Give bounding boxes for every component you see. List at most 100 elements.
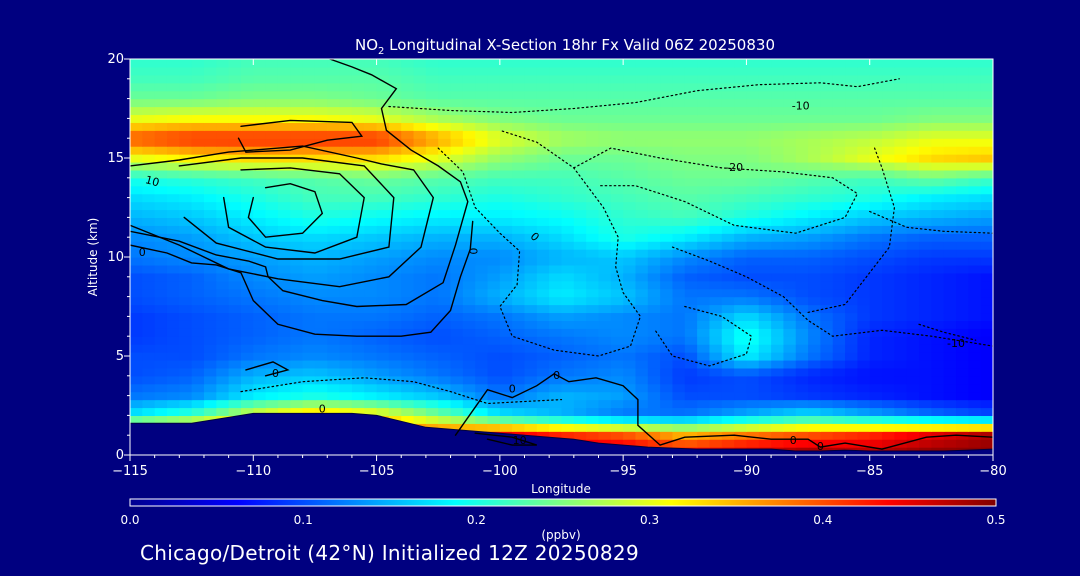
- heat-cell: [512, 312, 526, 321]
- heat-cell: [524, 177, 538, 187]
- heat-cell: [302, 264, 316, 274]
- heat-cell: [351, 312, 365, 321]
- heat-cell: [536, 304, 550, 314]
- heat-cell: [216, 225, 230, 234]
- heat-cell: [179, 59, 193, 68]
- heat-cell: [845, 66, 858, 76]
- heat-cell: [647, 98, 661, 108]
- heat-cell: [832, 336, 846, 345]
- heat-cell: [388, 201, 402, 211]
- heat-cell: [401, 161, 415, 171]
- heat-cell: [549, 280, 563, 290]
- heat-cell: [832, 66, 846, 76]
- heat-cell: [771, 344, 785, 353]
- heat-cell: [512, 201, 526, 211]
- heat-cell: [216, 399, 230, 409]
- heat-cell: [487, 185, 501, 195]
- heat-cell: [203, 399, 217, 409]
- heat-cell: [142, 328, 156, 337]
- heat-cell: [820, 336, 834, 345]
- heat-cell: [598, 407, 612, 416]
- heat-cell: [228, 161, 242, 171]
- heat-cell: [734, 82, 748, 92]
- heat-cell: [684, 328, 698, 337]
- heat-cell: [672, 249, 686, 258]
- heat-cell: [956, 344, 969, 353]
- heat-cell: [672, 439, 686, 448]
- heat-cell: [290, 74, 304, 84]
- heat-cell: [179, 272, 193, 282]
- heat-cell: [290, 391, 304, 401]
- heat-cell: [980, 66, 993, 76]
- heat-cell: [980, 423, 993, 432]
- heat-cell: [130, 114, 143, 123]
- heat-cell: [869, 257, 883, 266]
- heat-cell: [561, 122, 575, 131]
- heat-cell: [191, 122, 205, 131]
- heat-cell: [832, 352, 846, 361]
- heat-cell: [425, 106, 439, 116]
- heat-cell: [265, 359, 279, 369]
- heat-cell: [475, 415, 489, 424]
- heat-cell: [364, 264, 378, 274]
- heat-cell: [610, 288, 624, 298]
- heat-cell: [327, 249, 341, 258]
- heat-cell: [697, 320, 711, 329]
- heat-cell: [660, 415, 674, 424]
- heat-cell: [931, 193, 945, 203]
- heat-cell: [635, 375, 649, 385]
- heat-cell: [339, 225, 353, 234]
- heat-cell: [142, 130, 156, 139]
- heat-cell: [240, 391, 254, 401]
- heat-cell: [487, 130, 501, 139]
- heat-cell: [931, 209, 945, 218]
- heat-cell: [869, 90, 883, 100]
- heat-cell: [216, 169, 230, 179]
- heat-cell: [857, 272, 871, 282]
- heat-cell: [808, 383, 821, 393]
- heat-cell: [142, 241, 156, 250]
- heat-cell: [401, 59, 415, 68]
- heat-cell: [265, 399, 279, 409]
- heat-cell: [142, 359, 156, 369]
- heat-cell: [450, 344, 464, 353]
- heat-cell: [820, 114, 834, 123]
- heat-cell: [253, 209, 267, 218]
- heat-cell: [401, 130, 415, 139]
- heat-cell: [943, 98, 957, 108]
- heat-cell: [808, 177, 821, 187]
- heat-cell: [734, 169, 748, 179]
- heat-cell: [388, 138, 402, 147]
- heat-cell: [438, 177, 452, 187]
- heat-cell: [931, 367, 945, 377]
- heat-cell: [906, 296, 920, 306]
- heat-cell: [438, 280, 452, 290]
- heat-cell: [882, 177, 895, 187]
- heat-cell: [660, 272, 674, 282]
- heat-cell: [536, 185, 550, 195]
- heat-cell: [277, 98, 291, 108]
- heat-cell: [203, 415, 217, 424]
- heat-cell: [820, 66, 834, 76]
- heat-cell: [240, 82, 254, 92]
- heat-cell: [166, 169, 180, 179]
- heat-cell: [561, 367, 575, 377]
- heat-cell: [869, 241, 883, 250]
- heat-cell: [277, 225, 291, 234]
- heat-cell: [425, 288, 439, 298]
- heat-cell: [869, 375, 883, 385]
- heat-cell: [586, 169, 600, 179]
- heat-cell: [388, 177, 402, 187]
- heat-cell: [191, 146, 205, 155]
- heat-cell: [869, 122, 883, 131]
- heat-cell: [450, 225, 464, 234]
- heat-cell: [475, 146, 489, 155]
- heat-cell: [857, 82, 871, 92]
- heat-cell: [832, 304, 846, 314]
- heat-cell: [302, 209, 316, 218]
- heat-cell: [684, 439, 698, 448]
- heat-cell: [376, 90, 390, 100]
- heat-cell: [388, 257, 402, 266]
- heat-cell: [130, 217, 143, 226]
- heat-cell: [684, 249, 698, 258]
